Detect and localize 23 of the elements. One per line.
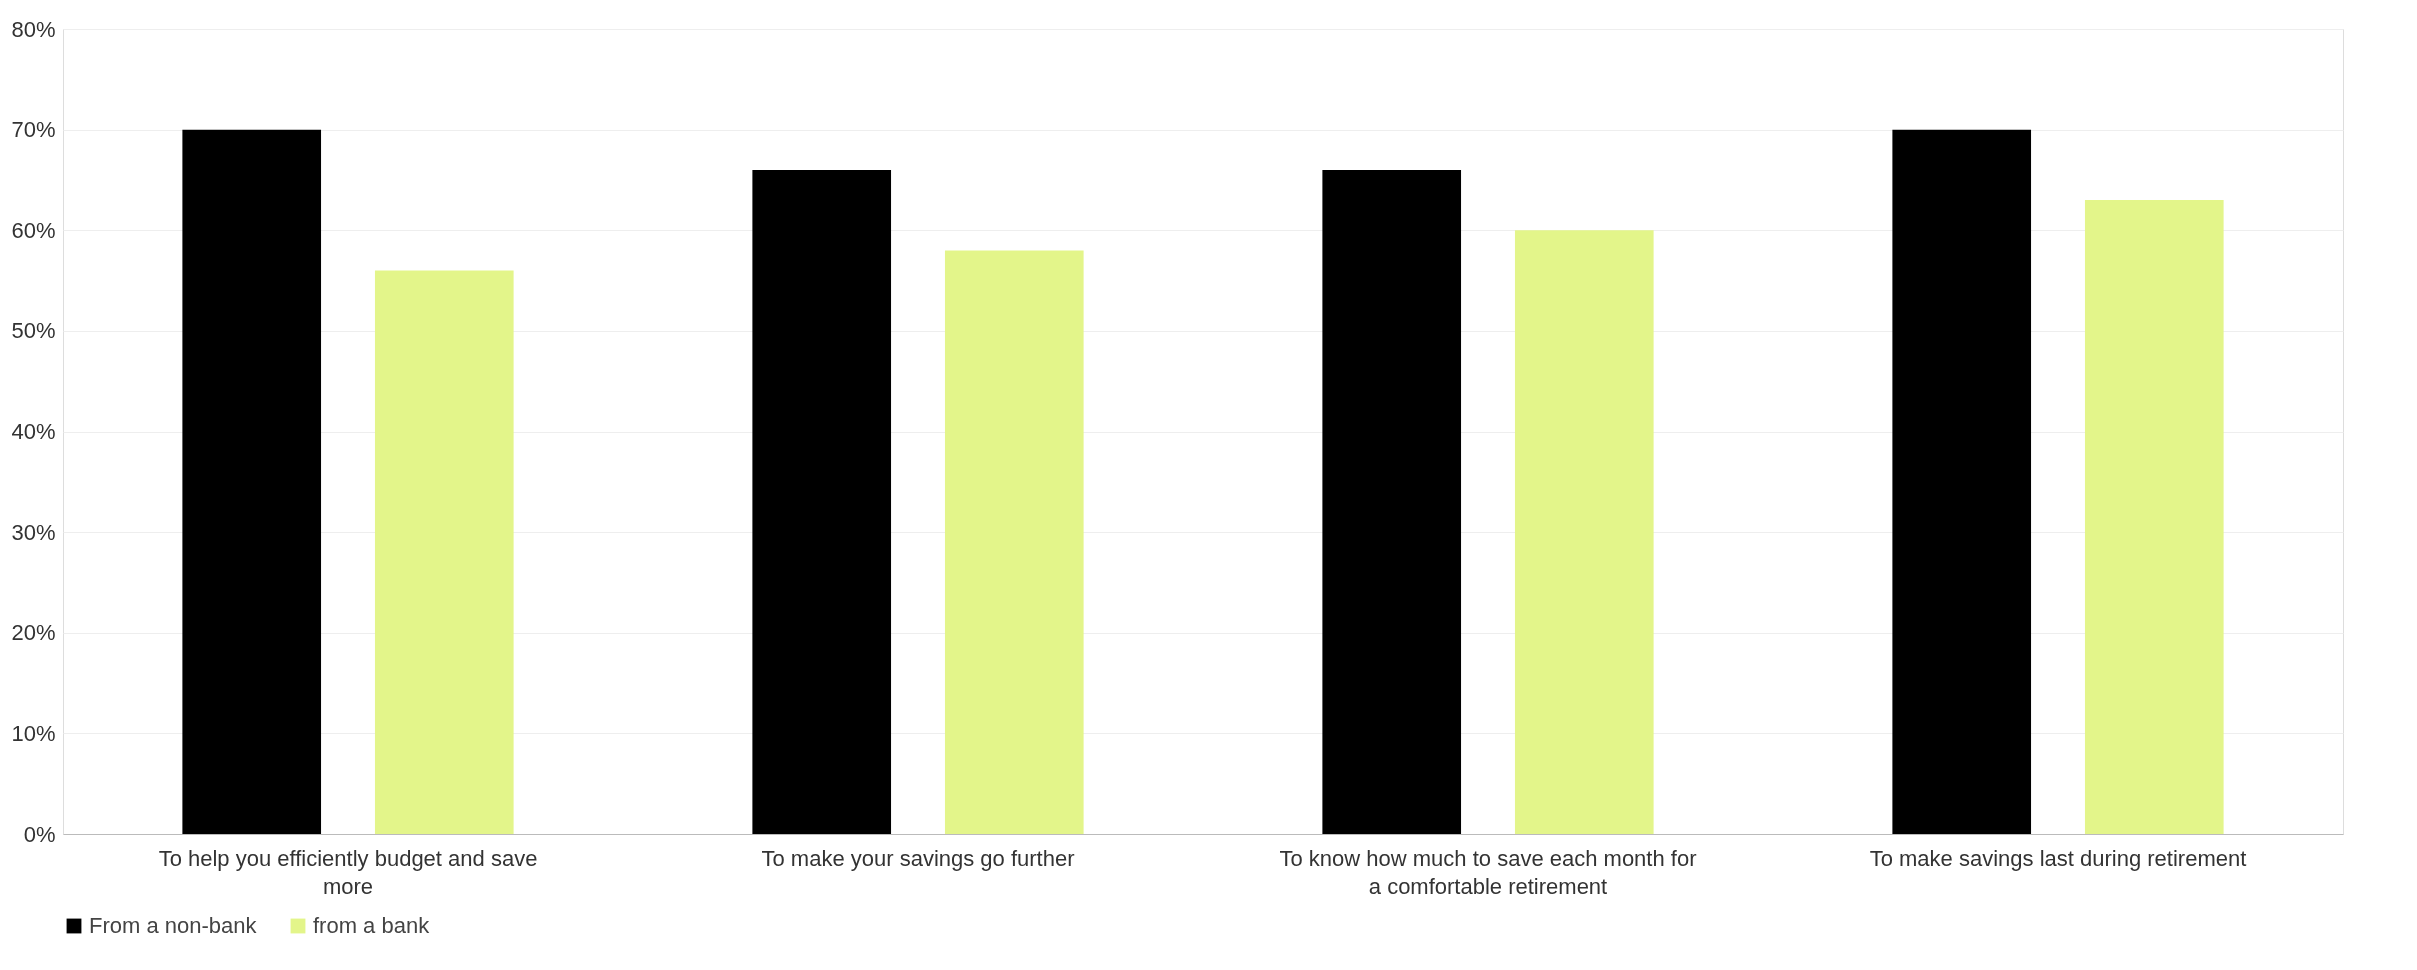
bar [1892,129,2032,834]
legend-label: from a bank [313,913,431,938]
y-tick-label: 0% [23,821,56,847]
y-tick-label: 50% [11,318,56,344]
y-tick-label: 60% [11,217,56,243]
bar [1514,230,1654,834]
bar [2084,200,2224,834]
x-tick-label: To help you efficiently budget and save more [158,845,538,899]
bar [182,129,322,834]
legend-label: From a non-bank [89,913,258,938]
y-tick-label: 30% [11,519,56,545]
y-tick-label: 40% [11,419,56,444]
x-tick-label: To make savings last during retirement [1869,845,2247,871]
y-tick-label: 10% [11,720,56,746]
bar [374,270,514,834]
bar [1322,169,1462,834]
bar [944,250,1084,834]
x-tick-label: To know how much to save each month for a comfortable retirement [1279,845,1697,899]
x-tick-label: To make your savings go further [761,845,1075,871]
bar [752,169,892,834]
y-tick-label: 80% [11,16,56,42]
y-tick-label: 20% [11,620,56,646]
y-tick-label: 70% [11,117,56,143]
